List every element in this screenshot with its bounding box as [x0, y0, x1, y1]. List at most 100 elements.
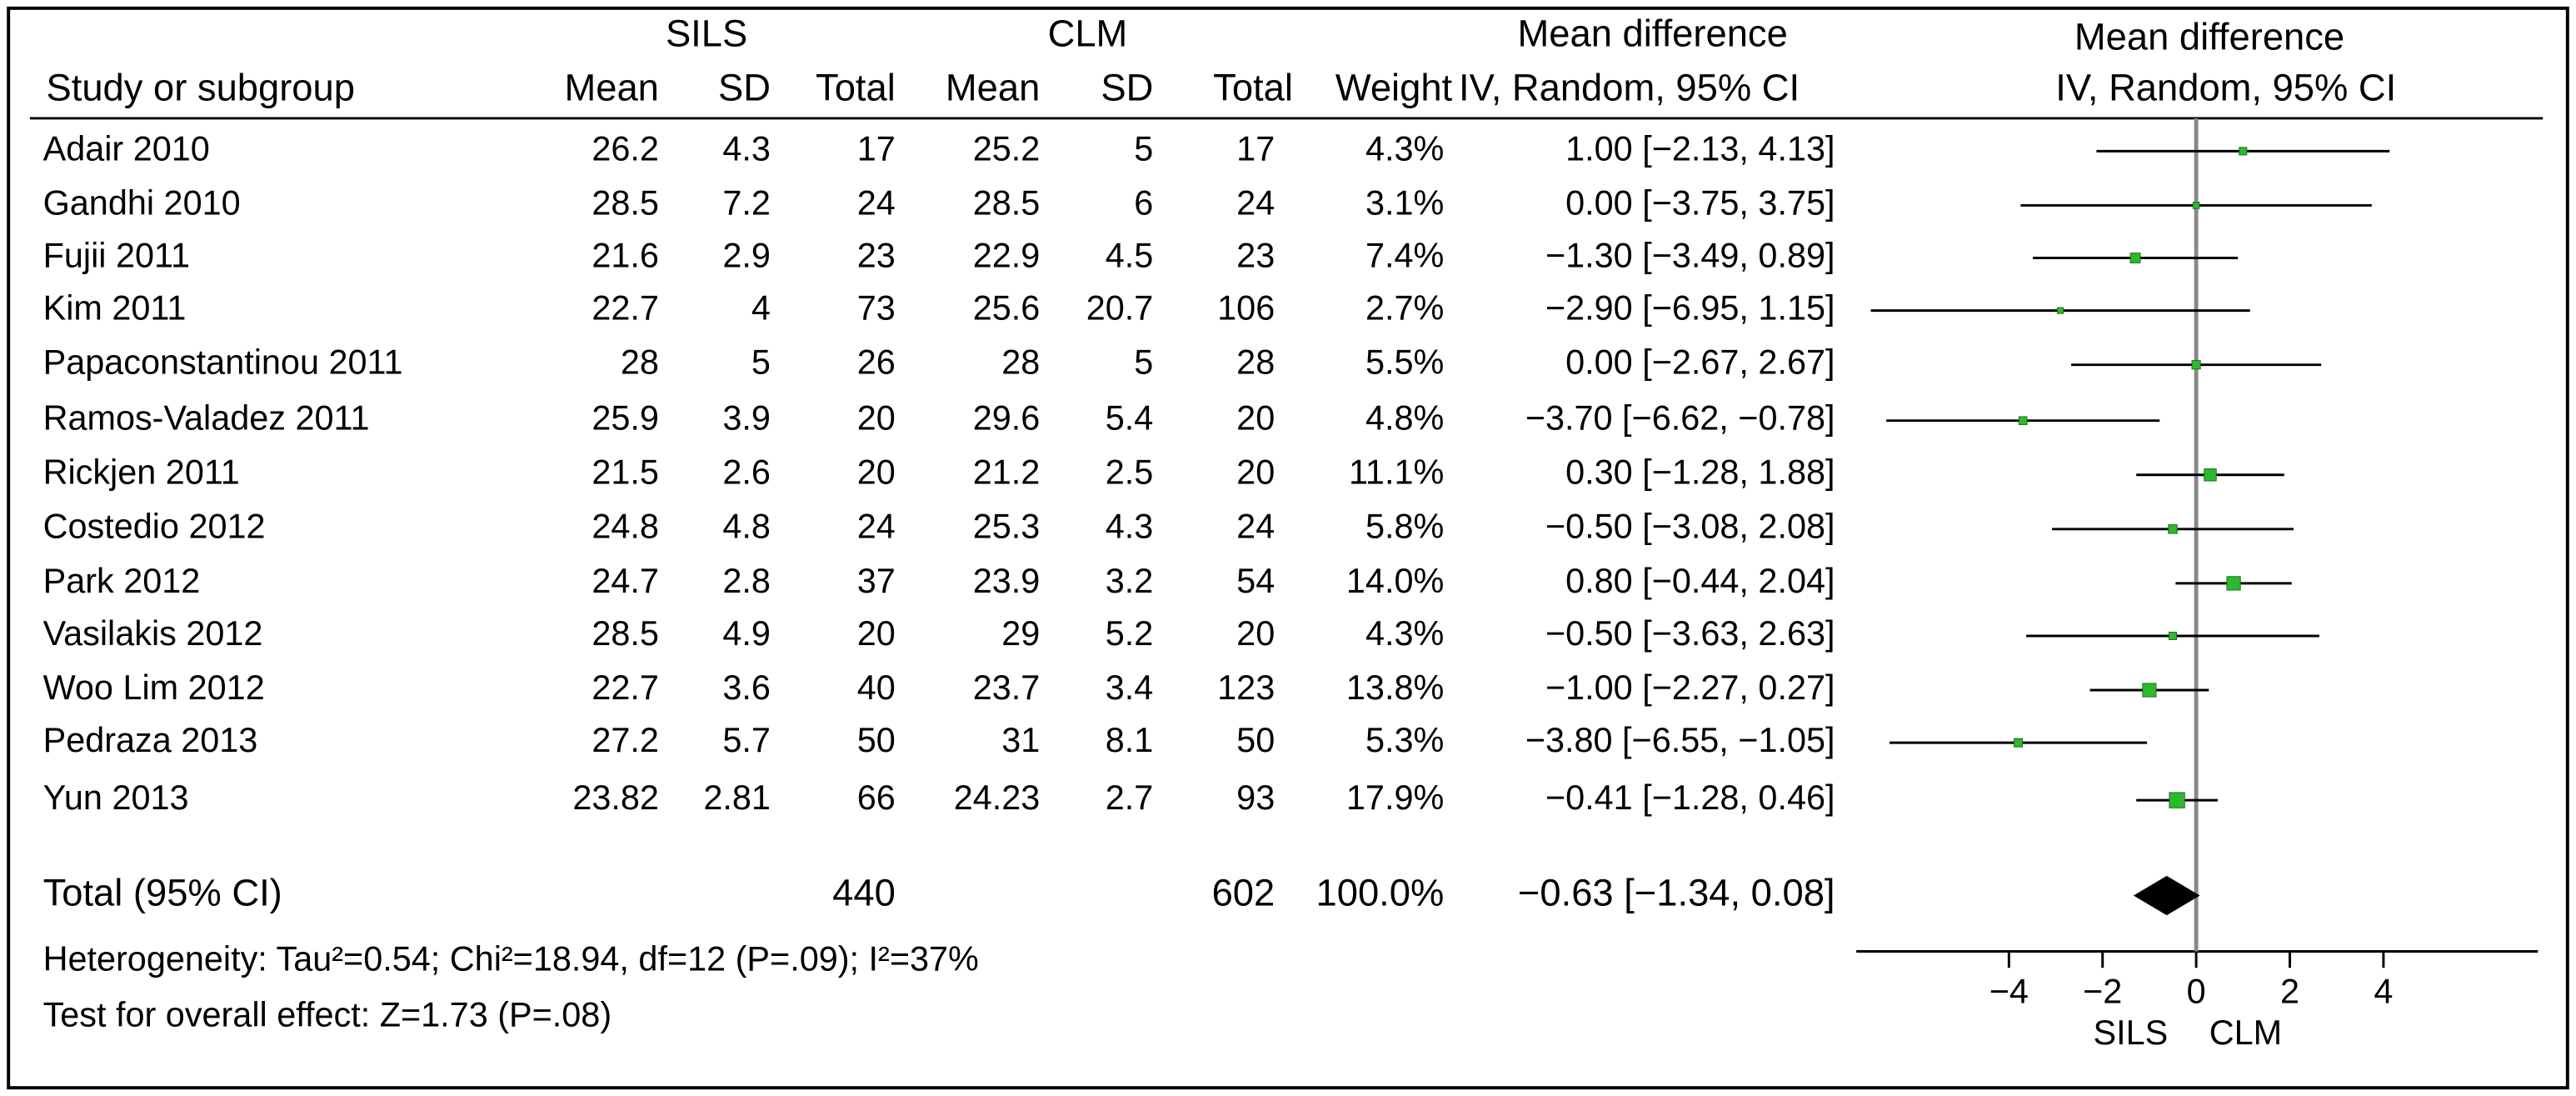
table-cell: −0.63 [−1.34, 0.08] [1518, 871, 1835, 913]
table-cell: 54 [1236, 562, 1275, 600]
table-cell: −0.50 [−3.08, 2.08] [1545, 508, 1835, 546]
table-cell: 20 [1236, 399, 1275, 438]
column-header: IV, Random, 95% CI [1459, 66, 1800, 108]
study-name: Yun 2013 [43, 778, 189, 817]
table-cell: 8.1 [1106, 721, 1154, 759]
table-cell: 3.2 [1106, 562, 1154, 600]
column-header: Total [816, 66, 896, 108]
group-header: CLM [1048, 12, 1128, 54]
table-cell: 4.3 [722, 129, 771, 168]
column-header: SD [718, 66, 771, 108]
table-cell: 0.80 [−0.44, 2.04] [1565, 562, 1835, 600]
table-cell: 25.6 [973, 289, 1041, 328]
study-name: Gandhi 2010 [43, 183, 241, 222]
table-cell: 24.23 [954, 778, 1041, 817]
table-cell: 1.00 [−2.13, 4.13] [1565, 129, 1835, 168]
column-header: Total [1213, 66, 1293, 108]
table-cell: 2.6 [722, 453, 771, 492]
table-cell: 24 [857, 183, 896, 222]
column-header: Study or subgroup [47, 66, 355, 108]
table-cell: 13.8% [1346, 668, 1444, 707]
table-cell: 26.2 [592, 129, 659, 168]
table-cell: 50 [857, 721, 896, 759]
table-cell: 20 [857, 399, 896, 438]
column-header: SD [1101, 66, 1153, 108]
table-cell: 21.6 [592, 236, 659, 274]
table-cell: 17 [1236, 129, 1275, 168]
group-header: Mean difference [2074, 15, 2344, 58]
x-tick-label: 0 [2187, 973, 2206, 1011]
column-header: Mean [946, 66, 1040, 108]
table-cell: 2.8 [722, 562, 771, 600]
column-header: Mean [565, 66, 659, 108]
group-header: Mean difference [1518, 12, 1788, 54]
table-cell: 29.6 [973, 399, 1041, 438]
table-cell: 100.0% [1316, 871, 1445, 913]
table-cell: 26 [857, 343, 896, 382]
table-cell: 28.5 [592, 614, 659, 653]
table-cell: 11.1% [1349, 453, 1444, 492]
table-cell: 4.3% [1365, 614, 1444, 653]
overall-effect: Test for overall effect: Z=1.73 (P=.08) [43, 995, 612, 1033]
table-cell: 73 [857, 289, 896, 328]
table-cell: 17.9% [1346, 778, 1444, 817]
table-cell: 4 [751, 289, 771, 328]
table-cell: 3.6 [722, 668, 771, 707]
table-cell: 2.9 [722, 236, 771, 274]
effect-point [2014, 738, 2024, 748]
table-cell: 20 [1236, 453, 1275, 492]
table-cell: 23.82 [572, 778, 659, 817]
x-tick-label: 2 [2280, 973, 2299, 1011]
table-cell: 25.2 [973, 129, 1041, 168]
table-cell: 0.00 [−3.75, 3.75] [1565, 183, 1835, 222]
study-name: Rickjen 2011 [43, 453, 240, 492]
table-cell: 3.9 [722, 399, 771, 438]
effect-point [2169, 792, 2185, 808]
table-cell: 28.5 [592, 183, 659, 222]
table-cell: 6 [1134, 183, 1153, 222]
favours-label: CLM [2209, 1013, 2282, 1052]
table-cell: 24.8 [592, 508, 659, 546]
effect-point [2226, 576, 2241, 591]
table-cell: 5.4 [1106, 399, 1154, 438]
table-cell: 0.30 [−1.28, 1.88] [1565, 453, 1835, 492]
pooled-diamond [2133, 875, 2200, 916]
effect-point [2129, 253, 2141, 263]
study-name: Papaconstantinou 2011 [43, 343, 403, 382]
table-cell: 28 [1236, 343, 1275, 382]
table-cell: 23.7 [973, 668, 1041, 707]
table-cell: 50 [1236, 721, 1275, 759]
table-cell: 24 [857, 508, 896, 546]
table-cell: 40 [857, 668, 896, 707]
table-cell: 23 [1236, 236, 1275, 274]
table-cell: 22.7 [592, 668, 659, 707]
table-cell: 7.4% [1365, 236, 1444, 274]
table-cell: 3.4 [1106, 668, 1154, 707]
table-cell: 22.9 [973, 236, 1041, 274]
table-cell: −0.41 [−1.28, 0.46] [1545, 778, 1835, 817]
table-cell: 5.3% [1365, 721, 1444, 759]
table-cell: 24 [1236, 508, 1275, 546]
table-cell: 27.2 [592, 721, 659, 759]
effect-point [2057, 307, 2064, 314]
table-cell: 20 [1236, 614, 1275, 653]
table-cell: 5.2 [1106, 614, 1154, 653]
table-cell: 4.3% [1365, 129, 1444, 168]
study-name: Woo Lim 2012 [43, 668, 265, 707]
effect-point [2168, 524, 2178, 534]
table-cell: 28.5 [973, 183, 1041, 222]
study-name: Park 2012 [43, 562, 201, 600]
table-cell: −2.90 [−6.95, 1.15] [1545, 289, 1835, 328]
table-cell: 5.5% [1365, 343, 1444, 382]
table-cell: 2.81 [703, 778, 771, 817]
table-cell: 37 [857, 562, 896, 600]
table-cell: 21.2 [973, 453, 1041, 492]
table-cell: 2.7% [1365, 289, 1444, 328]
table-cell: 14.0% [1346, 562, 1444, 600]
table-cell: 25.9 [592, 399, 659, 438]
study-name: Kim 2011 [43, 289, 187, 328]
table-cell: 93 [1236, 778, 1275, 817]
effect-point [2239, 147, 2248, 156]
